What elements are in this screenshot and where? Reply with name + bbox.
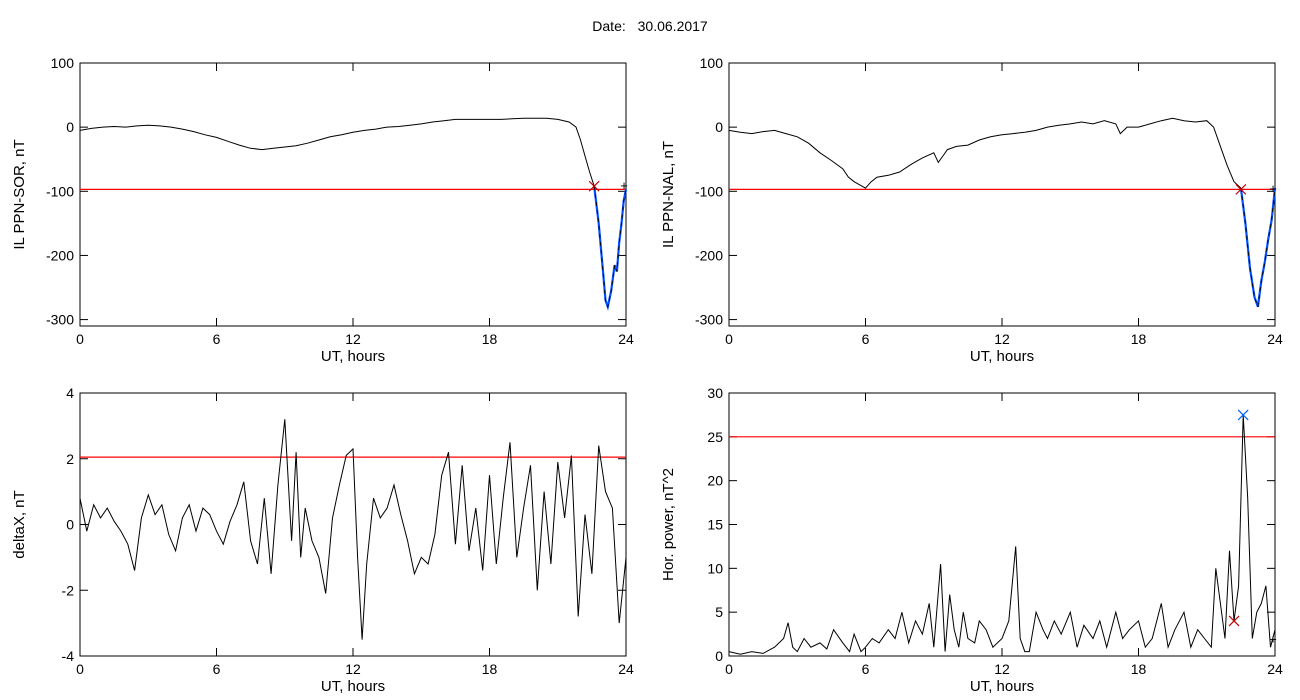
x-tick-label: 24 [618, 661, 634, 677]
x-axis-label: UT, hours [970, 348, 1034, 365]
data-series-line [79, 419, 627, 640]
y-tick-label: 2 [66, 451, 74, 467]
x-tick-label: 6 [213, 661, 221, 677]
y-axis-label: Hor. power, nT^2 [660, 468, 677, 581]
y-axis-label: IL PPN-SOR, nT [11, 139, 28, 249]
y-tick-label: 100 [51, 55, 75, 71]
data-series-line [728, 117, 1242, 189]
y-tick-label: -200 [46, 247, 74, 263]
y-tick-label: -4 [62, 648, 75, 664]
y-tick-label: 30 [707, 385, 723, 401]
plot-frame [79, 392, 627, 657]
y-tick-label: 20 [707, 473, 723, 489]
x-tick-label: 0 [76, 661, 84, 677]
storm-series-overlay [1240, 188, 1276, 307]
y-tick-label: -2 [62, 582, 75, 598]
x-tick-label: 0 [725, 661, 733, 677]
date-header: Date: 30.06.2017 [0, 18, 1300, 40]
x-tick-label: 12 [994, 661, 1010, 677]
y-tick-label: 0 [66, 119, 74, 135]
y-tick-label: 10 [707, 560, 723, 576]
storm-series-line [1239, 187, 1277, 308]
x-tick-label: 12 [345, 331, 361, 347]
end-marker: + [620, 178, 628, 193]
y-tick-label: 4 [66, 385, 74, 401]
y-axis-label: IL PPN-NAL, nT [660, 141, 677, 248]
y-tick-label: -100 [695, 183, 723, 199]
data-series-line [728, 414, 1276, 655]
x-tick-label: 12 [994, 331, 1010, 347]
x-axis-label: UT, hours [321, 678, 385, 695]
y-tick-label: 25 [707, 429, 723, 445]
x-tick-label: 0 [725, 331, 733, 347]
y-tick-label: 0 [715, 119, 723, 135]
peak-marker [1237, 409, 1249, 421]
date-label: Date: [592, 18, 626, 34]
x-tick-label: 18 [1131, 661, 1147, 677]
x-tick-label: 6 [862, 661, 870, 677]
end-marker: + [1269, 631, 1277, 646]
panel-il-ppn-sor: 0 6 12 18 24 100 0 -100 -200 -300 UT, hours IL PPN-… [11, 55, 634, 365]
y-tick-label: 5 [715, 604, 723, 620]
plot-frame [79, 62, 627, 327]
start-marker [588, 180, 600, 192]
panel-il-ppn-nal: 0 6 12 18 24 100 0 -100 -200 -300 UT, hours IL PPN-… [660, 55, 1283, 365]
y-tick-label: 0 [715, 648, 723, 664]
x-tick-label: 18 [1131, 331, 1147, 347]
plot-frame [728, 62, 1276, 327]
y-tick-label: 0 [66, 517, 74, 533]
x-tick-label: 18 [482, 331, 498, 347]
x-tick-label: 24 [1267, 331, 1283, 347]
y-tick-label: 15 [707, 517, 723, 533]
panel-hor-power: 0 6 12 18 24 30 25 20 15 10 5 0 UT, hours Hor. power,… [660, 385, 1283, 695]
y-tick-label: 100 [700, 55, 724, 71]
start-marker [1235, 183, 1247, 195]
panel-deltax: 0 6 12 18 24 4 2 0 -2 -4 UT, hours deltaX, nT [11, 385, 634, 695]
plot-frame [728, 392, 1276, 657]
x-axis-label: UT, hours [321, 348, 385, 365]
storm-series-line [593, 186, 628, 311]
start-marker [1228, 615, 1240, 627]
x-tick-label: 24 [618, 331, 634, 347]
x-tick-label: 0 [76, 331, 84, 347]
x-tick-label: 6 [213, 331, 221, 347]
y-tick-label: -200 [695, 247, 723, 263]
x-axis-label: UT, hours [970, 678, 1034, 695]
y-tick-label: -300 [695, 312, 723, 328]
y-tick-label: -300 [46, 312, 74, 328]
x-tick-label: 24 [1267, 661, 1283, 677]
y-axis-label: deltaX, nT [11, 490, 28, 558]
end-marker: + [1269, 181, 1277, 196]
x-tick-label: 18 [482, 661, 498, 677]
x-tick-label: 12 [345, 661, 361, 677]
date-value: 30.06.2017 [637, 18, 708, 34]
y-tick-label: -100 [46, 183, 74, 199]
x-tick-label: 6 [862, 331, 870, 347]
storm-series-overlay [593, 186, 627, 309]
data-series-line [79, 117, 595, 187]
